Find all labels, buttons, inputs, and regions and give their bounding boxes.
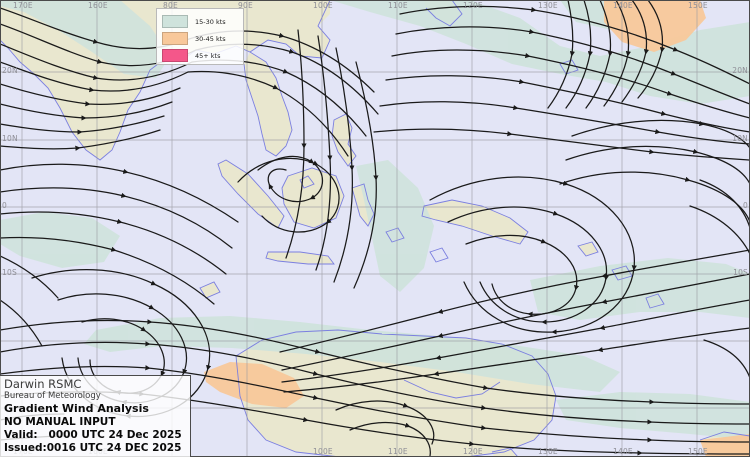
legend-swatch-30-45 [162,32,188,45]
issued-time-label: Issued:0016 UTC 24 DEC 2025 [4,442,182,454]
issuing-centre-label: Darwin RSMC [4,377,82,391]
valid-time-label: Valid: 0000 UTC 24 Dec 2025 [4,429,182,441]
legend-swatch-45plus [162,49,188,62]
legend-label-45plus: 45+ kts [195,51,221,60]
agency-label: Bureau of Meteorology [4,391,101,401]
page-title: Gradient Wind Analysis [4,402,149,415]
manual-input-status: NO MANUAL INPUT [4,416,116,428]
legend-item-30-45: 30-45 kts [162,31,239,46]
legend-item-45plus: 45+ kts [162,48,239,63]
legend-swatch-15-30 [162,15,188,28]
legend-item-15-30: 15-30 kts [162,14,239,29]
wind-speed-legend: 15-30 kts 30-45 kts 45+ kts [156,8,244,65]
legend-label-15-30: 15-30 kts [195,17,226,26]
legend-label-30-45: 30-45 kts [195,34,226,43]
product-info-box: Darwin RSMC Bureau of Meteorology Gradie… [0,375,191,457]
